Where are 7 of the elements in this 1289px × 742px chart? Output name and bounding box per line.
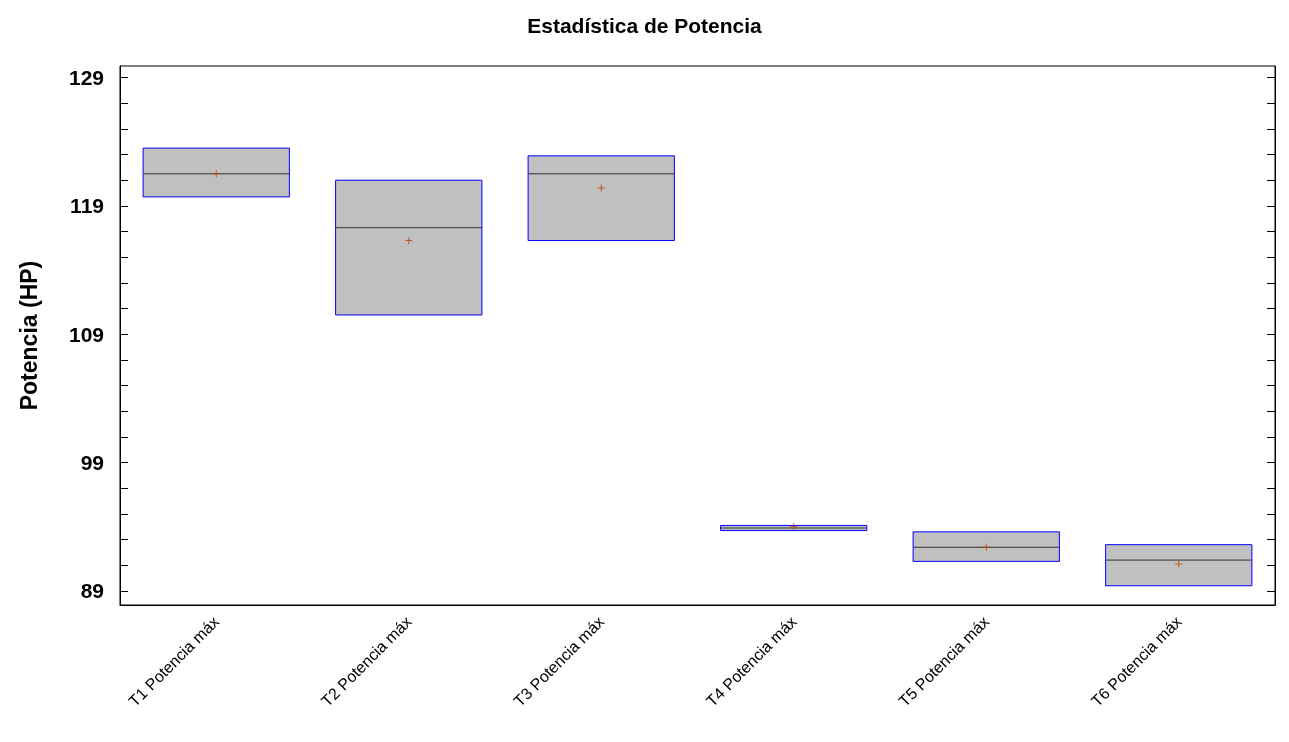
y-tick-label: 99 <box>80 451 104 475</box>
y-axis-title: Potencia (HP) <box>15 260 42 411</box>
y-tick-label: 129 <box>68 66 104 90</box>
chart-title: Estadística de Potencia <box>527 14 763 37</box>
y-tick-label: 109 <box>68 322 104 346</box>
y-tick-label: 119 <box>70 194 104 218</box>
y-tick-label: 89 <box>80 579 104 603</box>
